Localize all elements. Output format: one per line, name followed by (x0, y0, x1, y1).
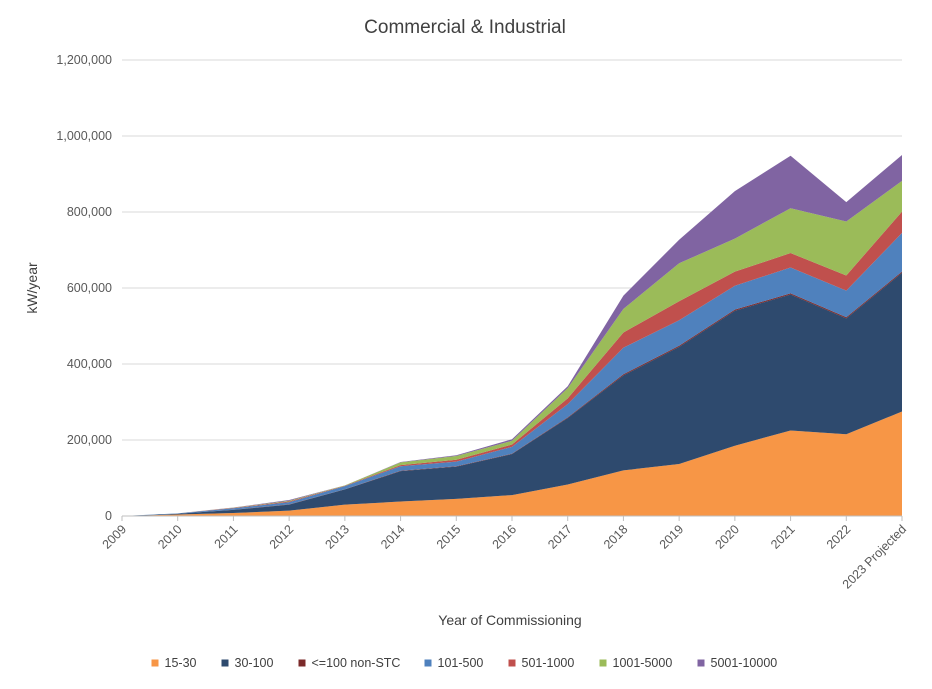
y-tick-label: 400,000 (67, 357, 112, 371)
axes: 2009 2010 2011 2012 2013 2014 2015 2016 2017 2018… (100, 515, 909, 592)
legend-swatch-5001-10000 (697, 659, 705, 667)
area-series-101-500 (122, 232, 902, 516)
legend-label-100-non-stc: <=100 non-STC (312, 656, 401, 670)
legend-label-30-100: 30-100 (235, 656, 274, 670)
legend-swatch-501-1000 (508, 659, 516, 667)
y-tick-label: 800,000 (67, 205, 112, 219)
area-series-15-30 (122, 411, 902, 516)
x-axis-title: Year of Commissioning (438, 612, 581, 628)
legend-swatch-101-500 (424, 659, 432, 667)
y-tick-label: 0 (105, 509, 112, 523)
legend-label-5001-10000: 5001-10000 (711, 656, 778, 670)
y-tick-label: 1,200,000 (56, 53, 112, 67)
x-tick-label: 2017 (545, 522, 575, 552)
legend-label-501-1000: 501-1000 (522, 656, 575, 670)
y-axis-title: kW/year (24, 262, 40, 314)
gridlines: 0 200,000 400,000 600,000 800,000 1,000,000 1,… (56, 53, 902, 523)
area-series-5001-10000 (122, 155, 902, 516)
legend-label-1001-5000: 1001-5000 (613, 656, 673, 670)
legend-label-15-30: 15-30 (165, 656, 197, 670)
x-tick-label: 2012 (267, 522, 297, 552)
area-series-501-1000 (122, 211, 902, 516)
x-tick-label: 2011 (212, 522, 241, 551)
legend-label-101-500: 101-500 (438, 656, 484, 670)
x-tick-label: 2015 (434, 522, 464, 552)
x-tick-label: 2013 (322, 522, 352, 552)
x-tick-label: 2019 (657, 522, 687, 552)
x-tick-label: 2009 (100, 522, 130, 552)
x-tick-label: 2014 (378, 522, 408, 552)
area-series-30-100 (122, 272, 902, 516)
legend-swatch-15-30 (151, 659, 159, 667)
x-tick-label: 2016 (490, 522, 520, 552)
y-tick-label: 600,000 (67, 281, 112, 295)
x-tick-label: 2010 (155, 522, 185, 552)
legend-swatch-1001-5000 (599, 659, 607, 667)
legend: 15-30 30-100 <=100 non-STC 101-500 501-1000 1… (151, 656, 778, 670)
legend-swatch-100-non-stc (298, 659, 306, 667)
y-tick-label: 1,000,000 (56, 129, 112, 143)
chart-title: Commercial & Industrial (364, 17, 566, 38)
y-tick-label: 200,000 (67, 433, 112, 447)
x-tick-label: 2018 (601, 522, 631, 552)
x-tick-label: 2020 (712, 522, 742, 552)
legend-swatch-30-100 (221, 659, 229, 667)
x-tick-label: 2022 (824, 522, 854, 552)
plot-areas (122, 155, 902, 516)
area-series-1001-5000 (122, 180, 902, 516)
x-tick-label: 2021 (768, 522, 798, 552)
